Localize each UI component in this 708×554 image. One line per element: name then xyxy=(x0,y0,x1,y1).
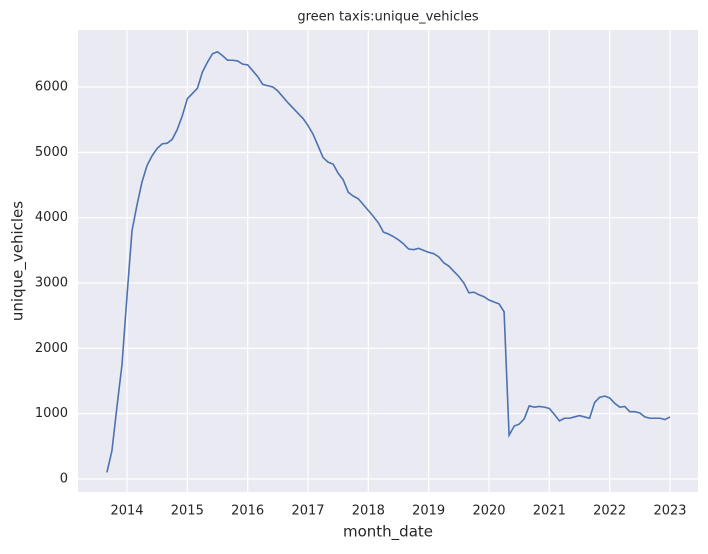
y-axis-label: unique_vehicles xyxy=(9,201,28,321)
x-tick-label: 2017 xyxy=(291,504,324,519)
x-axis-label: month_date xyxy=(343,523,433,542)
x-tick-label: 2018 xyxy=(352,504,385,519)
plot-area xyxy=(78,30,698,492)
x-tick-label: 2021 xyxy=(533,504,566,519)
y-tick-label: 2000 xyxy=(35,341,68,356)
x-tick-label: 2020 xyxy=(472,504,505,519)
x-tick-label: 2015 xyxy=(171,504,204,519)
line-series xyxy=(106,50,671,473)
y-tick-label: 6000 xyxy=(35,80,68,95)
x-tick-label: 2014 xyxy=(110,504,143,519)
y-tick-label: 0 xyxy=(60,471,68,486)
y-tick-label: 1000 xyxy=(35,406,68,421)
x-tick-label: 2022 xyxy=(593,504,626,519)
y-tick-label: 3000 xyxy=(35,276,68,291)
y-tick-label: 5000 xyxy=(35,145,68,160)
x-tick-label: 2016 xyxy=(231,504,264,519)
x-tick-label: 2019 xyxy=(412,504,445,519)
x-tick-label: 2023 xyxy=(653,504,686,519)
y-tick-label: 4000 xyxy=(35,210,68,225)
chart-title: green taxis:unique_vehicles xyxy=(297,10,479,25)
